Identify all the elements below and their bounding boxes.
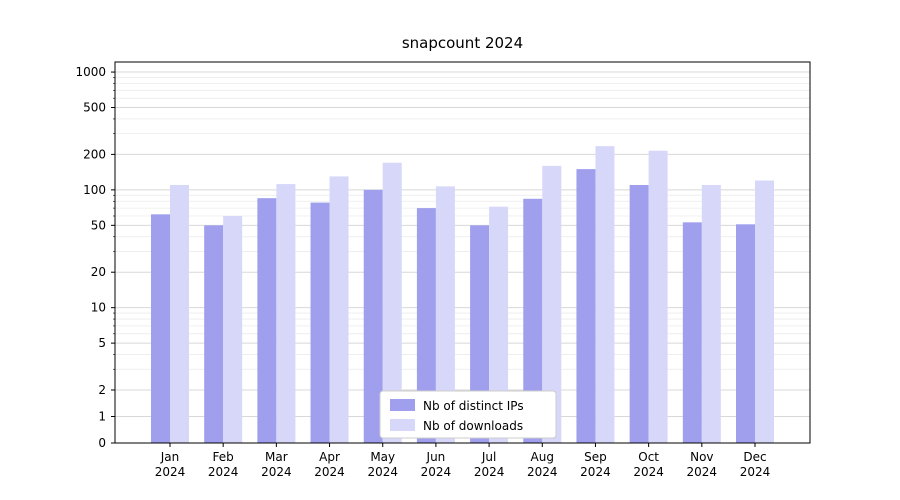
bar-downloads [755,180,774,443]
bar-distinct-ips [736,224,755,443]
bar-downloads [223,215,243,443]
y-tick-label: 10 [91,301,106,315]
x-tick-label-year: 2024 [367,465,398,479]
bar-downloads [542,165,562,444]
bar-distinct-ips [576,169,596,443]
y-tick-label: 2 [98,383,106,397]
y-tick-label: 5 [98,336,106,350]
x-tick-label-month: Jan [160,450,180,464]
y-tick-label: 1000 [75,65,106,79]
bar-distinct-ips [363,189,383,443]
x-tick-label-year: 2024 [687,465,718,479]
x-tick-label-month: Mar [265,450,288,464]
y-tick-label: 20 [91,265,106,279]
x-tick-label-month: Sep [584,450,607,464]
y-tick-label: 0 [98,436,106,450]
y-tick-label: 100 [83,183,106,197]
bar-downloads [329,176,349,443]
bar-downloads [701,184,721,443]
bar-downloads [276,184,296,443]
x-tick-label-year: 2024 [740,465,771,479]
y-tick-label: 500 [83,101,106,115]
x-tick-label-year: 2024 [421,465,452,479]
bar-distinct-ips [470,225,490,443]
y-tick-label: 1 [98,410,106,424]
plot-border [114,61,811,444]
legend-label-downloads: Nb of downloads [423,419,523,433]
bar-distinct-ips [416,208,436,443]
x-tick-label-month: Aug [531,450,554,464]
bar-downloads [382,162,402,443]
bar-downloads [170,184,189,443]
x-tick-label-year: 2024 [208,465,239,479]
bar-distinct-ips [682,222,702,443]
x-tick-label-year: 2024 [314,465,345,479]
bar-distinct-ips [629,184,649,443]
chart-title: snapcount 2024 [401,34,524,52]
x-tick-label-year: 2024 [633,465,664,479]
legend-box [379,390,557,439]
legend-swatch-downloads [390,419,415,431]
bar-downloads [595,146,615,443]
x-tick-label-year: 2024 [580,465,611,479]
legend-label-distinct-ips: Nb of distinct IPs [423,399,524,413]
bar-downloads [489,206,509,443]
x-tick-label-month: Jun [426,450,446,464]
x-tick-label-month: Apr [319,450,340,464]
x-tick-label-month: Oct [638,450,659,464]
bar-distinct-ips [257,198,277,443]
bar-distinct-ips [151,214,170,443]
x-tick-label-month: Jul [481,450,496,464]
x-tick-label-month: Feb [213,450,234,464]
bar-distinct-ips [310,202,330,443]
legend-swatch-distinct-ips [390,399,415,411]
x-tick-label-year: 2024 [527,465,558,479]
x-tick-label-year: 2024 [474,465,505,479]
bar-downloads [435,186,455,444]
bar-distinct-ips [204,225,224,443]
x-tick-label-month: Nov [690,450,713,464]
x-tick-label-month: May [370,450,395,464]
y-tick-label: 50 [91,218,106,232]
x-tick-label-year: 2024 [155,465,186,479]
bar-distinct-ips [523,198,543,443]
x-tick-label-month: Dec [743,450,766,464]
x-tick-label-year: 2024 [261,465,292,479]
bar-downloads [648,150,668,444]
y-tick-label: 200 [83,147,106,161]
